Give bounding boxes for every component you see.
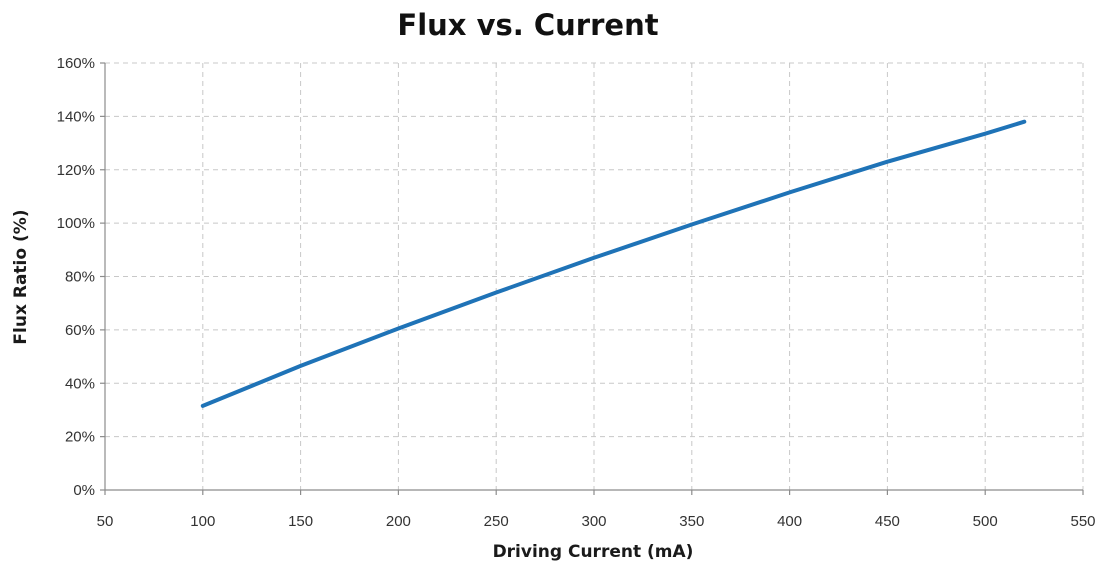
grid bbox=[105, 62, 1084, 490]
x-tick-label: 50 bbox=[97, 513, 114, 530]
axes bbox=[100, 62, 1084, 495]
y-tick-label: 40% bbox=[65, 375, 95, 392]
x-tick-label: 200 bbox=[386, 513, 411, 530]
x-tick-label: 450 bbox=[875, 513, 900, 530]
x-tick-label: 100 bbox=[190, 513, 215, 530]
series-layer bbox=[200, 119, 1027, 408]
y-tick-label: 60% bbox=[65, 322, 95, 339]
y-tick-label: 120% bbox=[57, 162, 95, 179]
x-tick-label: 350 bbox=[679, 513, 704, 530]
y-tick-labels: 0% 20% 40% 60% 80% 100% 120% 140% 160% bbox=[57, 55, 95, 499]
x-tick-label: 500 bbox=[973, 513, 998, 530]
y-tick-label: 140% bbox=[57, 108, 95, 125]
x-tick-label: 250 bbox=[484, 513, 509, 530]
x-axis-title: Driving Current (mA) bbox=[493, 542, 694, 562]
y-tick-label: 20% bbox=[65, 429, 95, 446]
chart-title: Flux vs. Current bbox=[397, 8, 658, 42]
y-axis-title: Flux Ratio (%) bbox=[11, 209, 31, 344]
x-tick-label: 400 bbox=[777, 513, 802, 530]
x-tick-label: 550 bbox=[1070, 513, 1095, 530]
flux-ratio-line bbox=[200, 119, 1027, 408]
x-tick-labels: 50 100 150 200 250 300 350 400 450 500 550 bbox=[97, 513, 1096, 530]
y-tick-label: 160% bbox=[57, 55, 95, 72]
y-tick-label: 0% bbox=[73, 482, 95, 499]
y-tick-label: 100% bbox=[57, 215, 95, 232]
y-tick-label: 80% bbox=[65, 269, 95, 286]
x-tick-label: 300 bbox=[581, 513, 606, 530]
x-tick-label: 150 bbox=[288, 513, 313, 530]
